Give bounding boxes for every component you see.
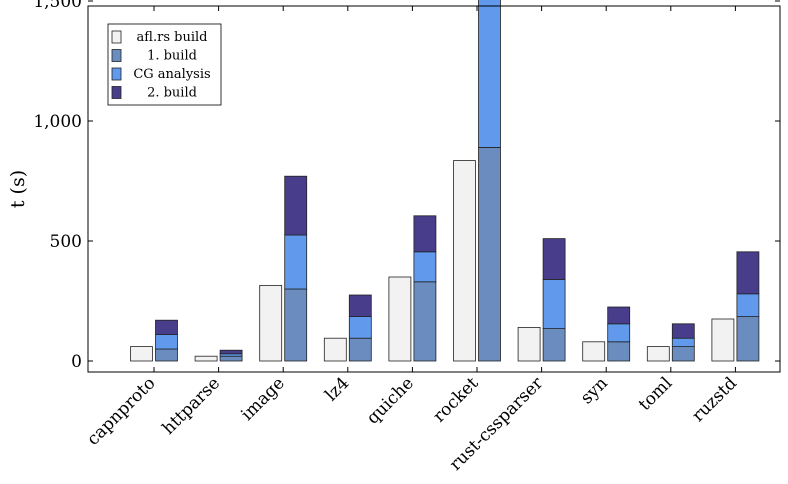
bar-1-build-rust-cssparser: [542, 328, 566, 362]
bar-afl-rs-build-ruzstd: [711, 318, 735, 362]
bar-2-build-httparse: [219, 349, 243, 355]
bar-cg-analysis-rocket: [478, 0, 501, 148]
y-tick-label: 1,000: [33, 112, 82, 132]
bar-1-build-quiche: [413, 281, 437, 362]
bar-2-build-image: [284, 175, 308, 236]
bar-afl-rs-build-toml: [646, 346, 670, 362]
x-tick-label-toml: toml: [635, 373, 676, 414]
x-tick-label-image: image: [237, 373, 288, 424]
legend-swatch: [111, 49, 122, 62]
bars-layer: [130, 0, 760, 362]
bar-1-build-syn: [607, 341, 631, 362]
bar-1-build-httparse: [219, 355, 243, 362]
axes-layer: [87, 0, 781, 373]
bar-1-build-image: [284, 288, 308, 362]
bar-1-build-capnproto: [155, 348, 178, 362]
legend-label: afl.rs build: [137, 30, 208, 45]
bar-2-build-toml: [671, 323, 695, 339]
bar-afl-rs-build-rust-cssparser: [517, 326, 541, 362]
y-tick-label: 0: [71, 352, 82, 372]
bar-1-build-ruzstd: [736, 316, 760, 362]
bar-cg-analysis-ruzstd: [736, 293, 760, 317]
bar-1-build-rocket: [478, 146, 501, 362]
bar-2-build-capnproto: [155, 319, 178, 336]
plot-frame: [87, 5, 781, 373]
bar-afl-rs-build-rocket: [453, 160, 476, 362]
bar-afl-rs-build-httparse: [194, 355, 218, 362]
bar-2-build-rust-cssparser: [542, 238, 566, 280]
bar-cg-analysis-image: [284, 234, 308, 290]
bar-afl-rs-build-capnproto: [130, 346, 153, 362]
legend: afl.rs build 1. build CG analysis 2. build: [107, 23, 222, 106]
x-tick-labels: capnproto httparse image lz4 quiche rocketrus…: [83, 373, 741, 475]
legend-box: [107, 23, 222, 106]
legend-label: 2. build: [147, 86, 197, 101]
bar-cg-analysis-toml: [671, 337, 695, 348]
x-tick-label-lz4: lz4: [321, 373, 353, 405]
legend-swatch: [111, 67, 122, 81]
bar-cg-analysis-syn: [607, 323, 631, 343]
y-tick-label: 500: [50, 232, 82, 252]
x-tick-label-syn: syn: [577, 373, 612, 408]
x-tick-label-ruzstd: ruzstd: [688, 373, 741, 426]
bar-cg-analysis-rust-cssparser: [542, 278, 566, 329]
legend-swatch: [111, 86, 122, 99]
bar-cg-analysis-lz4: [348, 316, 372, 339]
bar-afl-rs-build-quiche: [388, 276, 412, 362]
legend-swatch: [111, 30, 122, 44]
bar-2-build-lz4: [348, 294, 372, 318]
legend-label: 1. build: [147, 49, 197, 64]
legend-label: CG analysis: [133, 67, 210, 82]
bar-1-build-lz4: [348, 337, 372, 362]
bar-2-build-quiche: [413, 215, 437, 253]
x-tick-label-rocket: rocket: [429, 373, 482, 426]
x-tick-label-capnproto: capnproto: [83, 373, 159, 449]
bar-1-build-toml: [671, 346, 695, 362]
bar-cg-analysis-quiche: [413, 251, 437, 283]
bar-afl-rs-build-lz4: [323, 337, 347, 362]
x-tick-label-quiche: quiche: [363, 373, 418, 428]
x-tick-label-httparse: httparse: [159, 373, 224, 438]
bar-afl-rs-build-image: [259, 284, 283, 362]
bar-afl-rs-build-syn: [582, 341, 606, 362]
y-tick-label: 1,500: [33, 0, 82, 12]
bar-cg-analysis-capnproto: [155, 334, 178, 350]
bar-2-build-syn: [607, 306, 631, 325]
y-axis-label: t (s): [7, 170, 29, 208]
bar-2-build-ruzstd: [736, 251, 760, 295]
